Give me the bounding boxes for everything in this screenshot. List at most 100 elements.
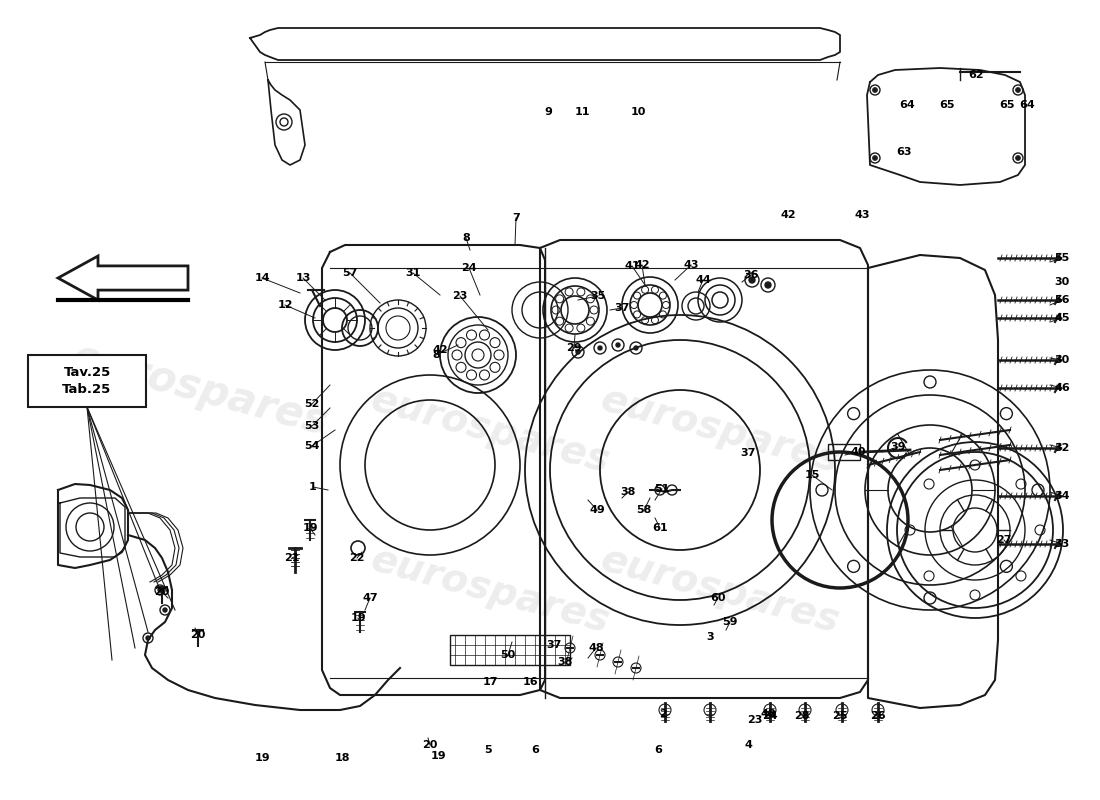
Text: eurospares: eurospares [67,336,332,444]
Circle shape [872,155,878,161]
Text: 4: 4 [744,740,752,750]
Text: 45: 45 [1054,313,1069,323]
Text: 41: 41 [624,261,640,271]
Text: 18: 18 [334,753,350,763]
Text: Tav.25
Tab.25: Tav.25 Tab.25 [63,366,111,396]
Text: 6: 6 [531,745,539,755]
Text: 1: 1 [309,482,317,492]
Text: 61: 61 [652,523,668,533]
Text: 37: 37 [614,303,629,313]
Text: 19: 19 [302,523,318,533]
Circle shape [1015,155,1021,161]
Text: 28: 28 [794,711,810,721]
Text: 48: 48 [760,709,775,719]
Text: 20: 20 [154,587,169,597]
Circle shape [749,277,755,283]
Text: 21: 21 [284,553,299,563]
Text: 13: 13 [295,273,310,283]
Text: 47: 47 [362,593,377,603]
Text: 5: 5 [484,745,492,755]
Text: 49: 49 [590,505,605,515]
Text: 42: 42 [780,210,795,220]
Text: 43: 43 [683,260,698,270]
Text: 11: 11 [574,107,590,117]
Circle shape [764,282,771,288]
Text: 12: 12 [277,300,293,310]
Text: 37: 37 [547,640,562,650]
Text: 65: 65 [939,100,955,110]
Bar [28,355,146,407]
Text: 8: 8 [432,350,440,360]
Text: 20: 20 [422,740,438,750]
Text: 38: 38 [558,657,573,667]
Text: 43: 43 [855,210,870,220]
Circle shape [146,636,150,640]
Text: 62: 62 [968,70,983,80]
Text: 8: 8 [462,233,470,243]
Text: 55: 55 [1055,253,1069,263]
Text: 52: 52 [305,399,320,409]
Circle shape [634,346,638,350]
Polygon shape [58,256,188,300]
Circle shape [576,350,580,354]
Bar [828,444,860,460]
Text: 29: 29 [566,343,582,353]
Circle shape [616,343,620,347]
Text: 38: 38 [620,487,636,497]
Text: 64: 64 [899,100,915,110]
Text: 58: 58 [636,505,651,515]
Text: 15: 15 [804,470,820,480]
Bar [450,635,570,665]
Text: 33: 33 [1055,539,1069,549]
Text: 25: 25 [833,711,848,721]
Text: 48: 48 [588,643,604,653]
Text: 23: 23 [452,291,468,301]
Text: 6: 6 [654,745,662,755]
Text: eurospares: eurospares [366,380,614,480]
Text: 3: 3 [706,632,714,642]
Text: 64: 64 [1019,100,1035,110]
Text: 19: 19 [350,613,366,623]
Text: 19: 19 [255,753,271,763]
Text: 14: 14 [254,273,270,283]
Text: 63: 63 [896,147,912,157]
Text: 19: 19 [430,751,446,761]
Text: 44: 44 [695,275,711,285]
Text: 10: 10 [630,107,646,117]
Text: eurospares: eurospares [366,540,614,640]
Text: 37: 37 [740,448,756,458]
Text: 57: 57 [342,268,358,278]
Text: 31: 31 [405,268,420,278]
Text: 36: 36 [744,270,759,280]
Text: 27: 27 [997,535,1012,545]
Text: 42: 42 [432,345,448,355]
Text: 56: 56 [1054,295,1069,305]
Text: 23: 23 [747,715,762,725]
Circle shape [1015,87,1021,93]
Text: 16: 16 [522,677,538,687]
Text: 26: 26 [870,711,886,721]
Text: eurospares: eurospares [596,380,844,480]
Text: 60: 60 [711,593,726,603]
Text: 65: 65 [999,100,1014,110]
Text: 40: 40 [850,447,866,457]
Text: eurospares: eurospares [596,540,844,640]
Circle shape [163,608,167,612]
Text: 50: 50 [500,650,516,660]
Text: 24: 24 [762,711,778,721]
Circle shape [872,87,878,93]
Text: 2: 2 [659,709,667,719]
Text: 34: 34 [1054,491,1069,501]
Text: 30: 30 [1055,277,1069,287]
Circle shape [158,588,162,592]
Circle shape [598,346,602,350]
Text: 7: 7 [513,213,520,223]
Text: 30: 30 [1055,355,1069,365]
Text: 51: 51 [654,484,670,494]
Text: 54: 54 [305,441,320,451]
Text: 53: 53 [305,421,320,431]
Text: 22: 22 [350,553,365,563]
Text: 32: 32 [1054,443,1069,453]
Text: 24: 24 [461,263,476,273]
Text: 20: 20 [190,630,206,640]
